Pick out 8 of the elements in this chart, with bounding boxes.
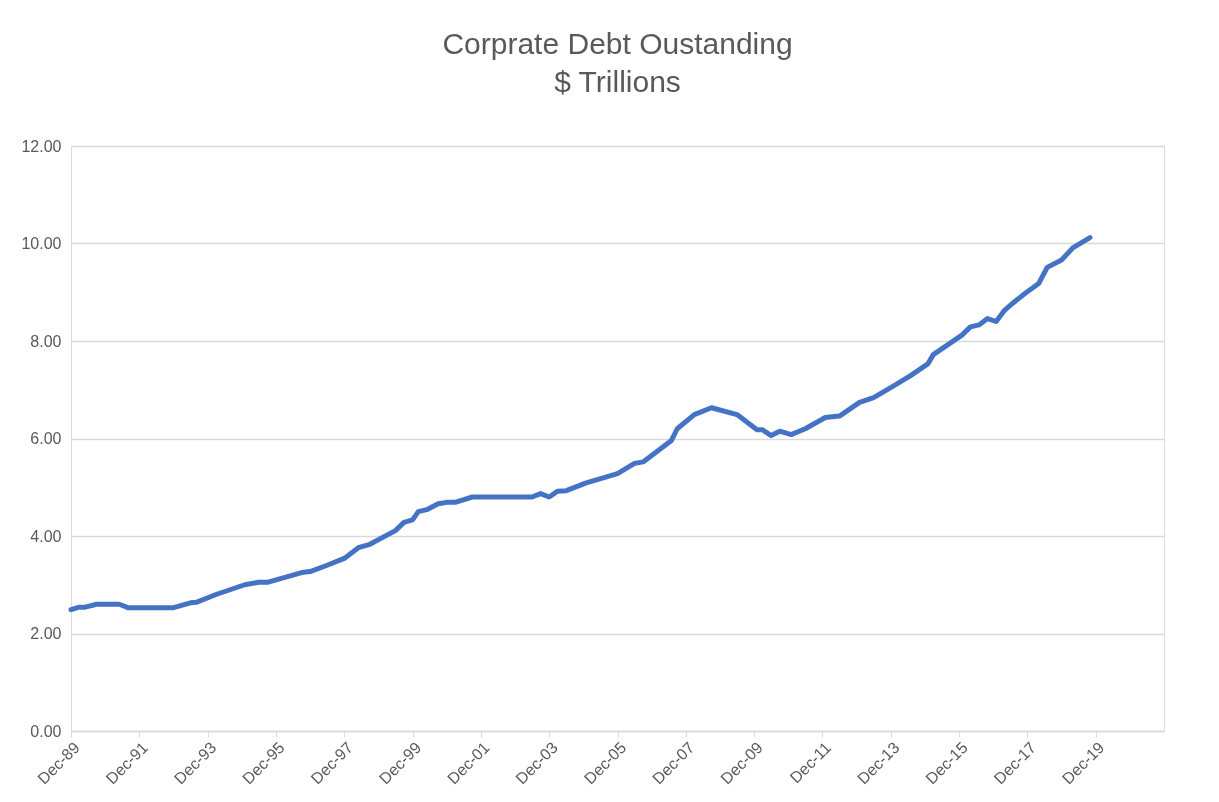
y-tick-label: 2.00 [30,625,62,642]
y-tick-label: 0.00 [30,722,62,740]
y-tick-label: 6.00 [30,430,62,447]
chart-title: Corprate Debt Oustanding $ Trillions [442,27,793,98]
y-tick-label: 8.00 [30,332,62,350]
y-tick-label: 10.00 [21,235,62,252]
y-tick-label: 4.00 [30,527,62,545]
y-tick-label: 12.00 [21,137,62,155]
